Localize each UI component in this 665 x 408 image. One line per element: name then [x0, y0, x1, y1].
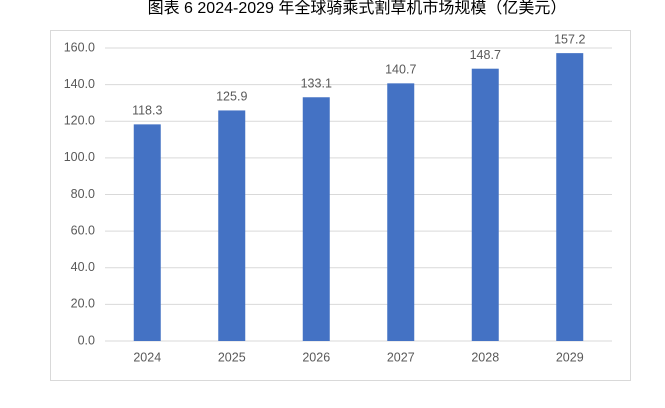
data-label: 125.9 — [216, 90, 247, 104]
y-tick-label: 80.0 — [71, 187, 95, 201]
data-label: 157.2 — [554, 32, 585, 46]
chart-frame — [50, 30, 631, 381]
y-tick-label: 40.0 — [71, 260, 95, 274]
x-tick-label: 2024 — [133, 350, 161, 364]
data-label: 140.7 — [385, 63, 416, 77]
bar — [471, 68, 499, 342]
y-tick-label: 60.0 — [71, 223, 95, 237]
x-tick-label: 2026 — [302, 350, 330, 364]
bar — [302, 97, 330, 342]
y-tick-label: 120.0 — [64, 114, 95, 128]
y-tick-label: 160.0 — [64, 40, 95, 54]
data-label: 133.1 — [301, 77, 332, 91]
x-tick-label: 2027 — [387, 350, 415, 364]
y-tick-label: 20.0 — [71, 297, 95, 311]
x-tick-label: 2025 — [218, 350, 246, 364]
y-tick-label: 140.0 — [64, 77, 95, 91]
x-tick-label: 2028 — [471, 350, 499, 364]
y-tick-label: 100.0 — [64, 150, 95, 164]
bar — [133, 124, 161, 341]
bar — [387, 83, 415, 341]
bar — [218, 110, 246, 342]
y-tick-label: 0.0 — [78, 333, 95, 347]
data-label: 148.7 — [470, 48, 501, 62]
chart-title: 图表 6 2024-2029 年全球骑乘式割草机市场规模（亿美元） — [148, 0, 567, 17]
bar — [556, 53, 584, 341]
x-tick-label: 2029 — [556, 350, 584, 364]
data-label: 118.3 — [132, 104, 162, 118]
